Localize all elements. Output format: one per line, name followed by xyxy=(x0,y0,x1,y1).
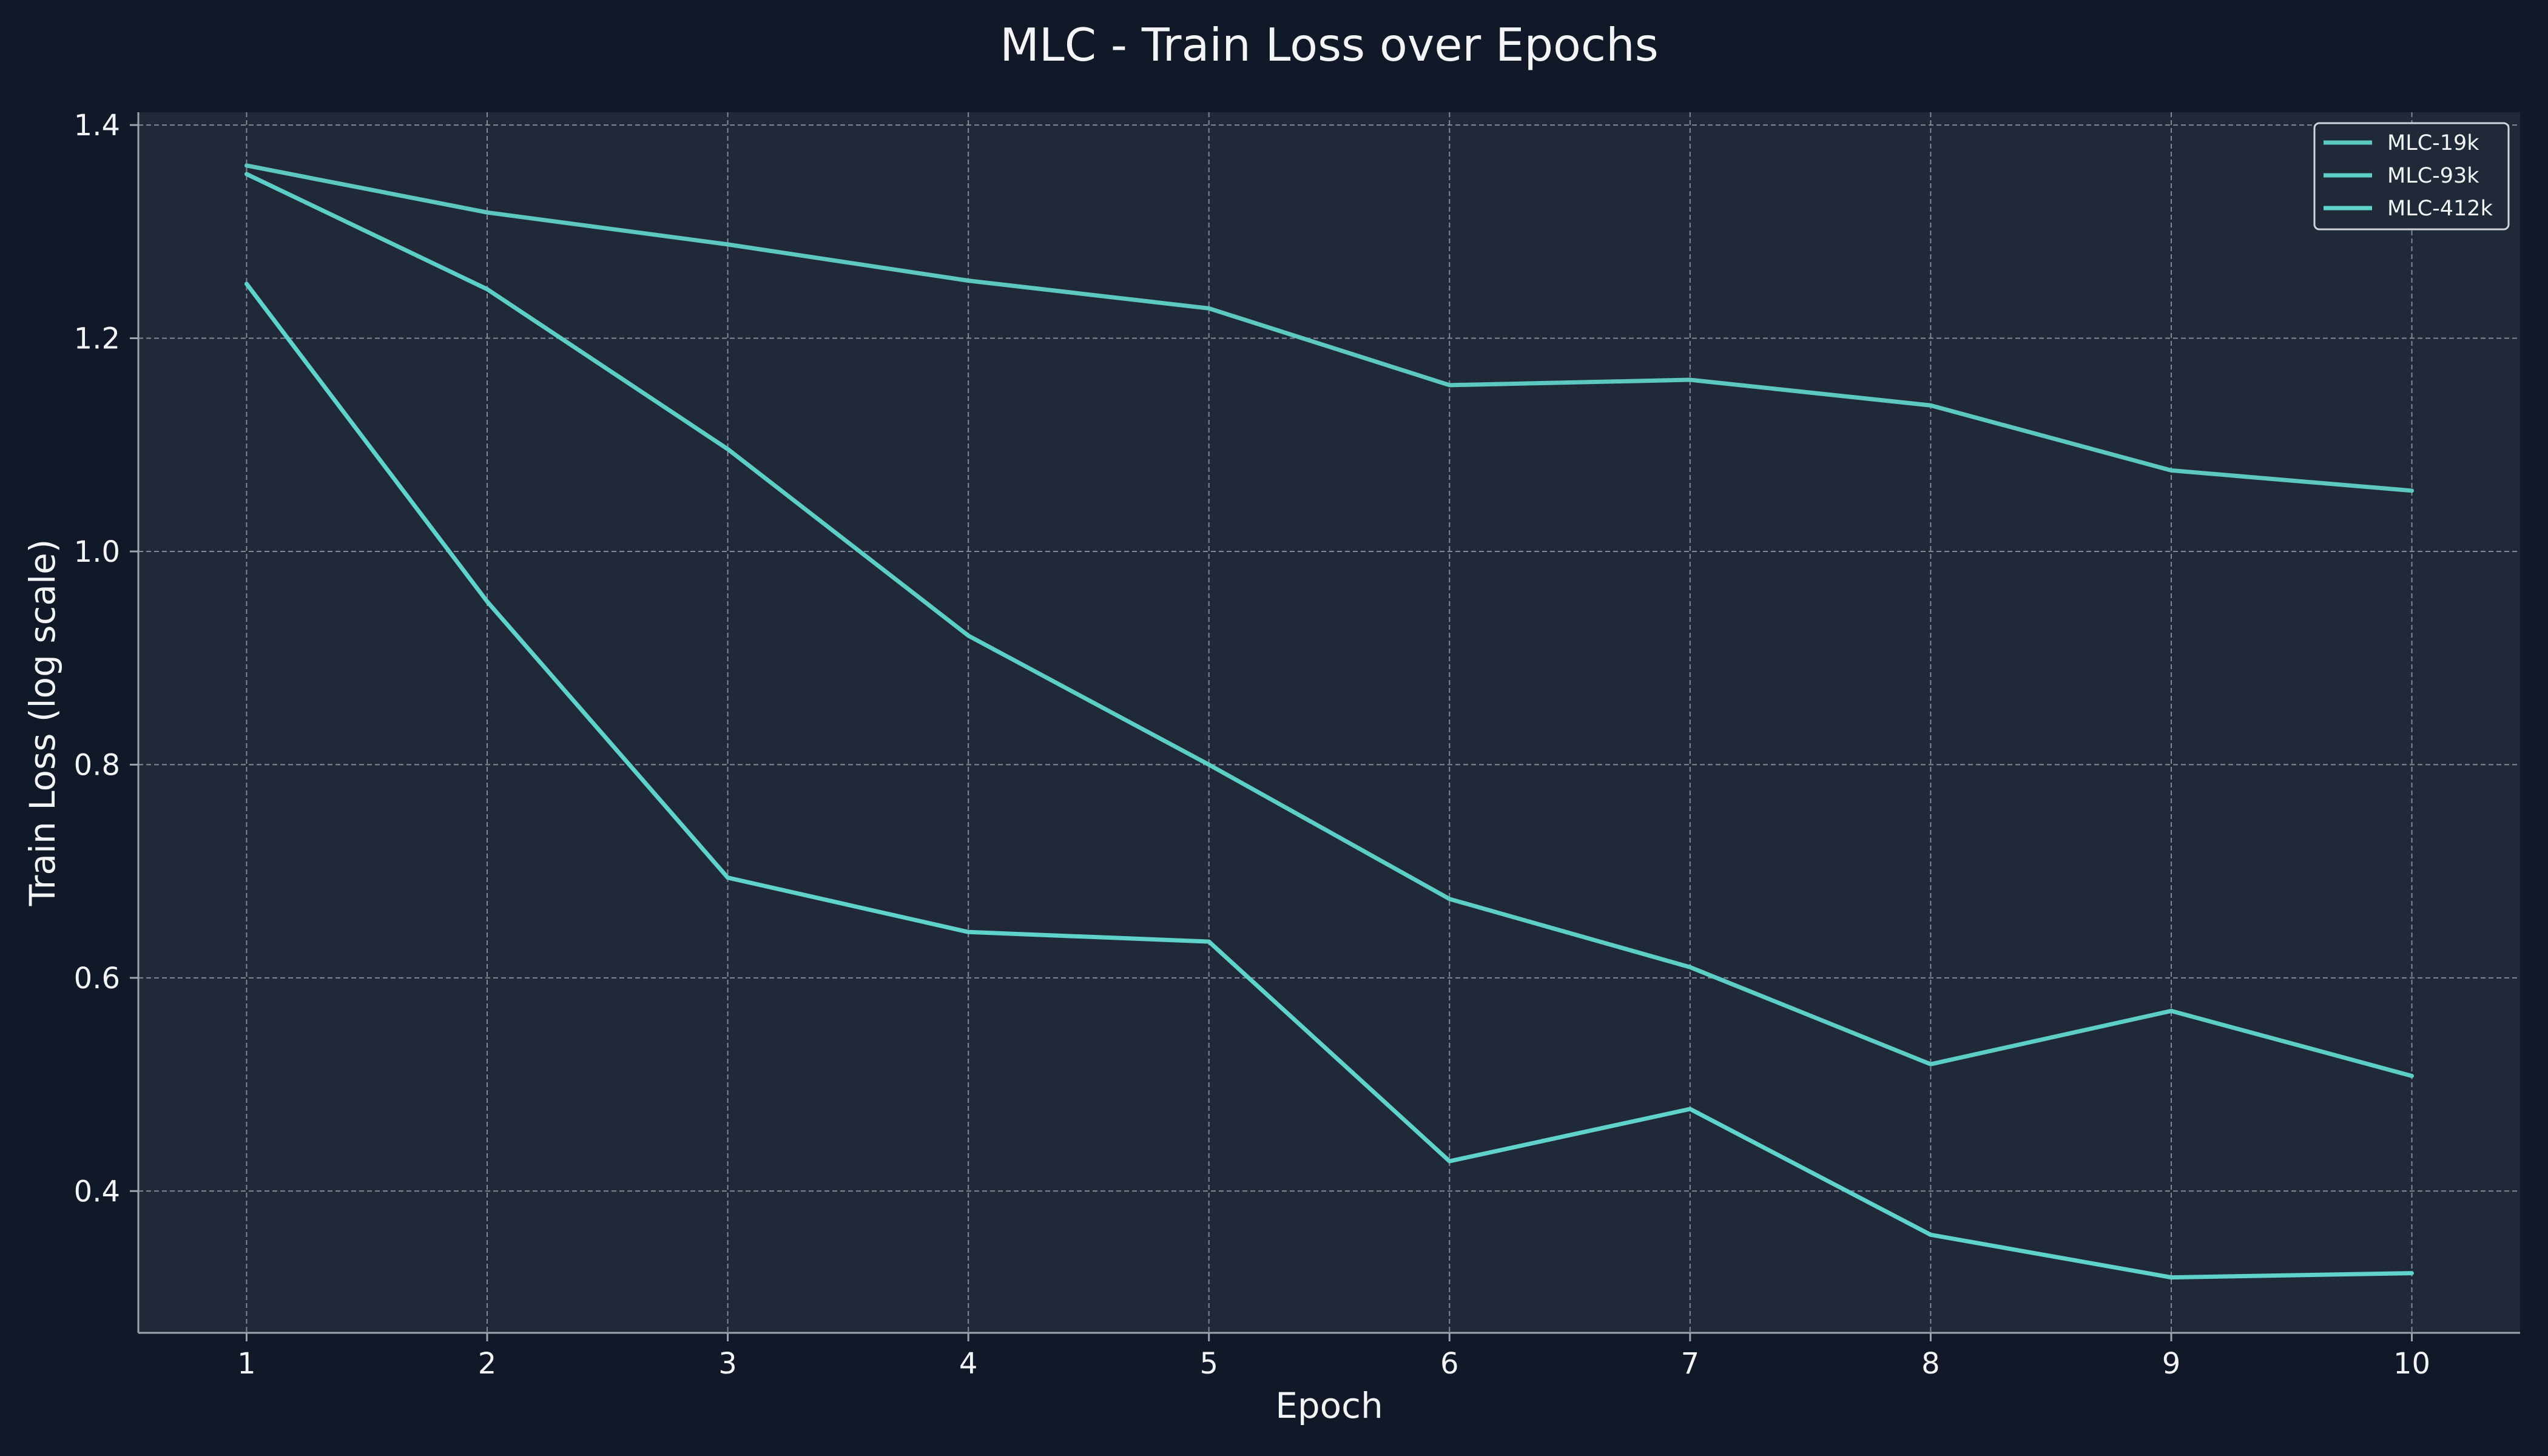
series-line-mlc-412k xyxy=(244,281,2415,1280)
legend: MLC-19k MLC-93k MLC-412k xyxy=(2313,122,2510,231)
x-tick-label: 5 xyxy=(1199,1347,1218,1381)
y-tick-label: 0.4 xyxy=(74,1175,120,1208)
y-tick-label: 1.2 xyxy=(74,322,120,356)
y-tick-label: 0.8 xyxy=(74,748,120,782)
legend-label: MLC-93k xyxy=(2387,164,2479,188)
x-tick-label: 9 xyxy=(2162,1347,2181,1381)
chart-title: MLC - Train Loss over Epochs xyxy=(1000,18,1659,72)
x-tick-label: 4 xyxy=(959,1347,978,1381)
x-tick-label: 3 xyxy=(718,1347,737,1381)
x-tick-label: 6 xyxy=(1440,1347,1459,1381)
series xyxy=(244,163,2415,1280)
grid xyxy=(138,112,2520,1333)
x-tick-label: 1 xyxy=(237,1347,256,1381)
x-axis-label: Epoch xyxy=(1275,1385,1383,1426)
x-tick-label: 2 xyxy=(478,1347,497,1381)
y-tick-label: 1.4 xyxy=(74,109,120,143)
series-line-mlc-93k xyxy=(244,172,2415,1079)
series-line-mlc-19k xyxy=(244,163,2415,493)
ticks: 1 2 3 4 5 6 7 8 9 10 0.4 0.6 0.8 1.0 1.2 1.4 xyxy=(74,109,2430,1381)
legend-label: MLC-412k xyxy=(2387,197,2493,221)
y-axis-label: Train Loss (log scale) xyxy=(22,539,63,907)
axes xyxy=(137,112,2520,1334)
x-tick-label: 8 xyxy=(1921,1347,1940,1381)
legend-box xyxy=(2313,122,2510,231)
y-tick-label: 1.0 xyxy=(74,535,120,569)
x-tick-label: 10 xyxy=(2393,1347,2430,1381)
legend-label: MLC-19k xyxy=(2387,131,2479,155)
y-tick-label: 0.6 xyxy=(74,962,120,996)
plot-area xyxy=(138,112,2520,1333)
x-tick-label: 7 xyxy=(1681,1347,1700,1381)
